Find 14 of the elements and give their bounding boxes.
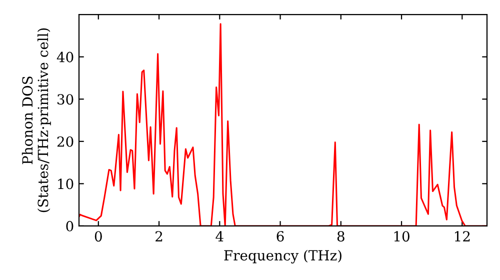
x-tick-label: 8: [337, 231, 344, 242]
x-tick-label: 2: [156, 231, 162, 242]
x-tick-label: 0: [94, 231, 102, 242]
y-tick-label: 20: [57, 136, 74, 147]
y-axis-title: Phonon DOS (States/THz·primitive cell): [22, 28, 51, 212]
y-tick-label: 40: [56, 52, 74, 62]
x-tick-label: 10: [394, 231, 410, 242]
y-tick-label: 10: [58, 178, 74, 190]
x-tick-label: 6: [276, 231, 284, 242]
y-tick-label: 0: [66, 220, 74, 232]
y-tick-label: 30: [58, 94, 74, 105]
x-tick-label: 4: [216, 231, 224, 242]
x-axis-title: Frequency (THz): [224, 250, 342, 264]
x-tick-label: 12: [455, 231, 470, 242]
